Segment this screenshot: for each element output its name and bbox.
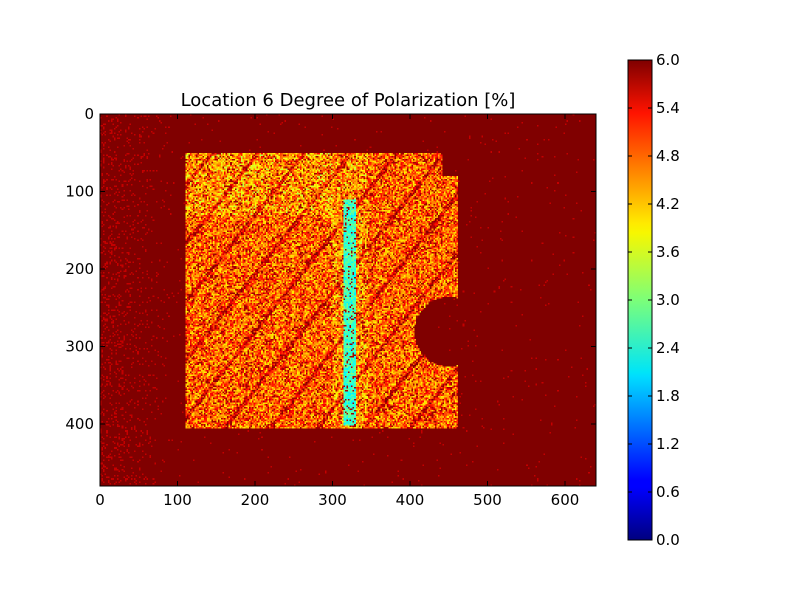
colorbar-tick-label: 2.4 xyxy=(656,339,680,357)
colorbar-tick-label: 1.8 xyxy=(656,387,680,405)
y-tick-label: 300 xyxy=(65,338,94,356)
colorbar-tick-label: 4.2 xyxy=(656,195,680,213)
colorbar-tick-label: 3.6 xyxy=(656,243,680,261)
chart-title: Location 6 Degree of Polarization [%] xyxy=(181,90,516,111)
y-tick-label: 400 xyxy=(65,415,94,433)
x-tick-label: 200 xyxy=(241,491,270,509)
colorbar-tick-label: 3.0 xyxy=(656,291,680,309)
y-tick-label: 100 xyxy=(65,183,94,201)
colorbar-tick-label: 4.8 xyxy=(656,147,680,165)
colorbar-tick-label: 6.0 xyxy=(656,51,680,69)
x-tick-label: 300 xyxy=(318,491,347,509)
x-tick-label: 500 xyxy=(473,491,502,509)
x-axis: 0 100 200 300 400 500 600 xyxy=(95,114,579,509)
colorbar-axis: 0.0 0.6 1.2 1.8 2.4 3.0 3.6 4.2 4.8 5.4 6.0 xyxy=(628,51,680,549)
colorbar-tick-label: 0.6 xyxy=(656,483,680,501)
heatmap-raster xyxy=(100,114,596,486)
colorbar-tick-label: 1.2 xyxy=(656,435,680,453)
heatmap-image xyxy=(100,114,596,486)
y-axis: 0 100 200 300 400 xyxy=(65,105,596,433)
plot-frame xyxy=(99,113,597,487)
x-tick-label: 0 xyxy=(95,491,105,509)
y-tick-label: 200 xyxy=(65,260,94,278)
colorbar-tick-label: 5.4 xyxy=(656,99,680,117)
y-tick-label: 0 xyxy=(84,105,94,123)
colorbar-tick-label: 0.0 xyxy=(656,531,680,549)
x-tick-label: 400 xyxy=(396,491,425,509)
x-tick-label: 600 xyxy=(551,491,580,509)
x-tick-label: 100 xyxy=(163,491,192,509)
